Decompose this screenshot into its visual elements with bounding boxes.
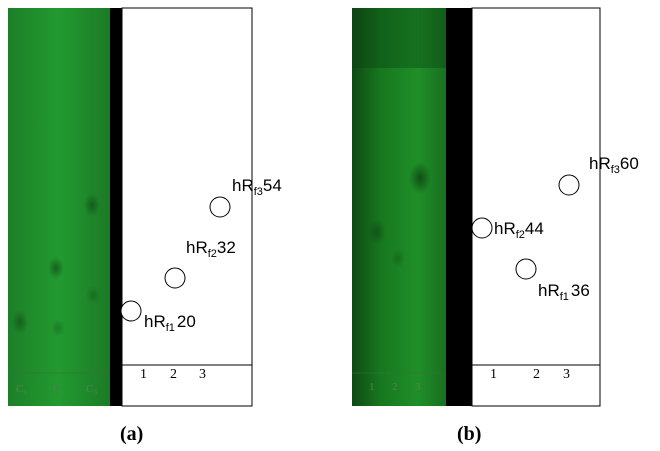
- spot-label-f3: hRf354: [232, 176, 282, 198]
- plate-spot: [409, 162, 431, 194]
- panel-a: C₁ C₂ C₃ 1 2 3 hRf1 20 hRf232 hRf354 (a): [8, 7, 282, 445]
- spot-label-f1: hRf1 20: [144, 312, 196, 334]
- panel-caption-a: (a): [120, 423, 143, 445]
- panel-caption-b: (b): [457, 423, 481, 445]
- spot-label-f2: hRf244: [494, 219, 544, 241]
- plate-top-shadow: [352, 8, 446, 68]
- plate-spot: [391, 248, 405, 268]
- spot-circle-f2: [471, 217, 493, 239]
- schematic-lane-number: 1: [490, 367, 497, 382]
- plate-spot: [368, 219, 386, 245]
- divider-bar-b: [446, 8, 472, 406]
- plate-spot: [51, 319, 65, 337]
- plate-lane-mark: C₁: [16, 383, 27, 395]
- spot-label-f2: hRf232: [186, 238, 236, 260]
- spot-circle-f2: [164, 267, 186, 289]
- schematic-lane-number: 2: [170, 367, 177, 382]
- plate-lane-mark: 3: [415, 381, 421, 393]
- schematic-lane-number: 2: [533, 367, 540, 382]
- plate-spot: [12, 310, 28, 334]
- spot-circle-f3: [558, 174, 580, 196]
- spot-label-f3: hRf360: [589, 154, 639, 176]
- plate-spot: [48, 257, 64, 279]
- schematic-lane-number: 3: [563, 367, 570, 382]
- spot-label-f1: hRf1 36: [538, 281, 590, 303]
- plate-spot: [86, 286, 100, 304]
- plate-lane-mark: C₃: [86, 383, 97, 395]
- schematic-lane-number: 3: [199, 367, 206, 382]
- schematic-lane-number: 1: [140, 367, 147, 382]
- plate-lane-mark: 1: [369, 381, 375, 393]
- spot-circle-f1: [120, 300, 142, 322]
- schematic-box-a: [121, 7, 253, 407]
- tlc-plate-photo-b: [352, 8, 446, 406]
- plate-lane-mark: C₂: [53, 383, 64, 395]
- spot-circle-f3: [209, 196, 231, 218]
- panel-b: 1 2 3 1 2 3 hRf1 36 hRf244 hRf360 (b): [352, 7, 639, 445]
- plate-spot: [84, 193, 100, 217]
- schematic-box-b: [471, 7, 601, 407]
- divider-bar-a: [110, 8, 122, 406]
- plate-lane-mark: 2: [392, 381, 398, 393]
- spot-circle-f1: [515, 258, 537, 280]
